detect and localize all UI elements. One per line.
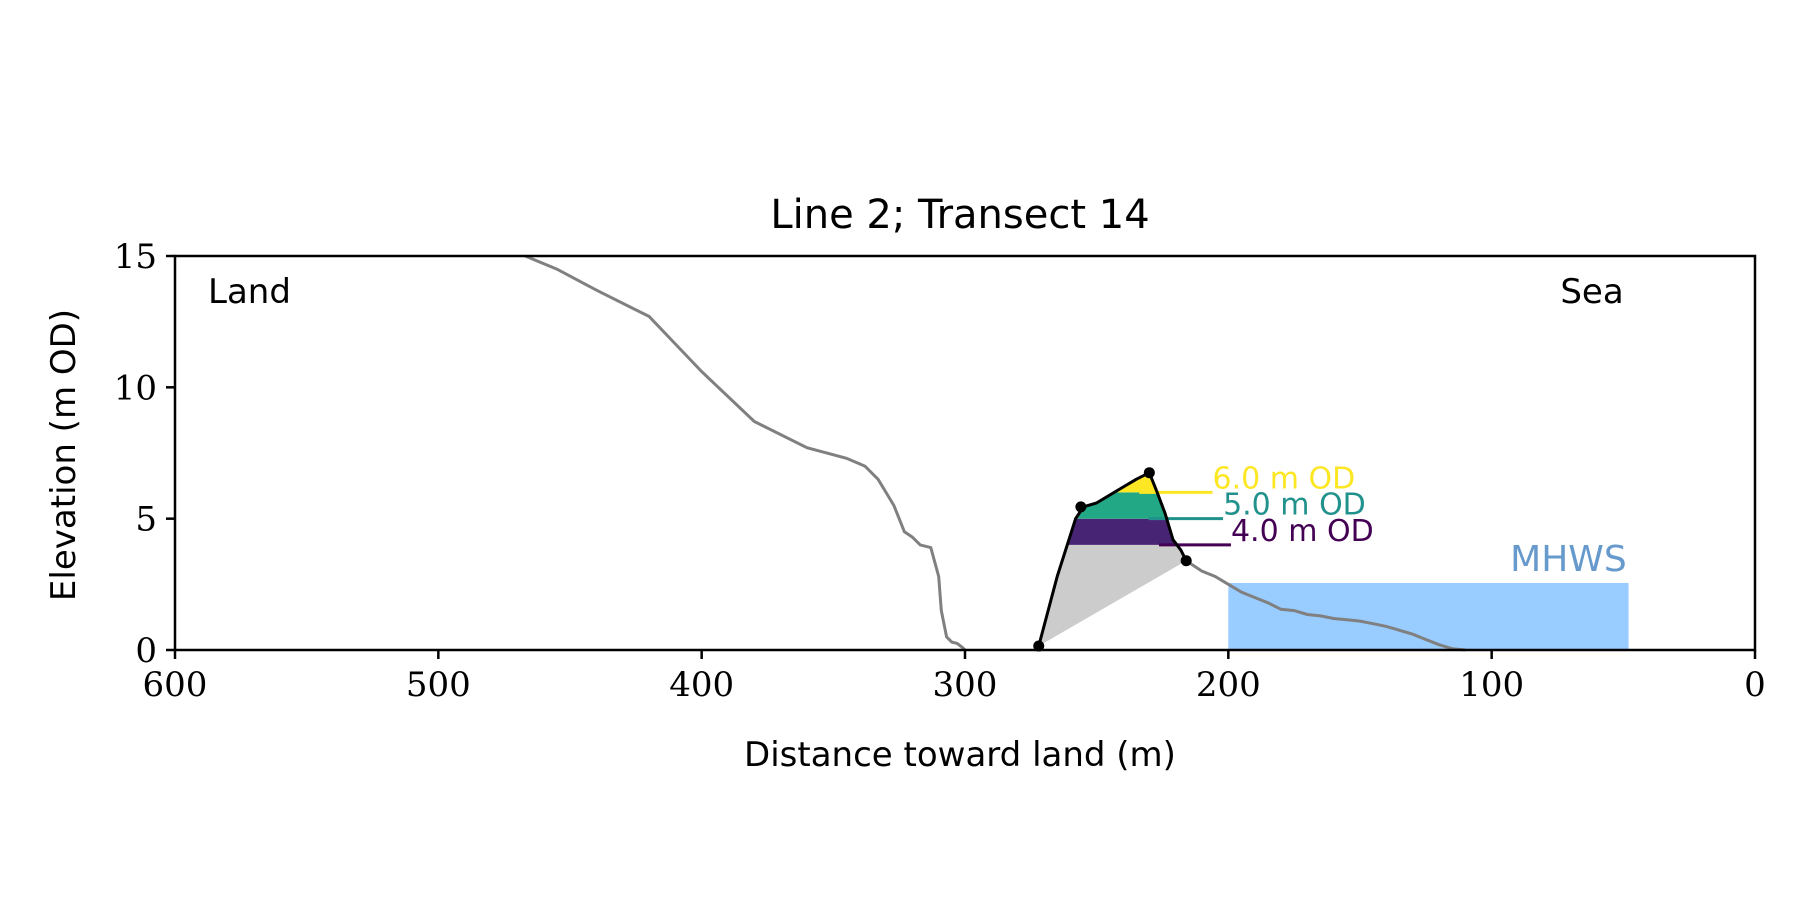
land-label: Land: [208, 272, 291, 312]
y-tick-label-3: 15: [114, 237, 157, 277]
x-tick-label-5: 100: [1459, 665, 1524, 705]
x-tick-label-2: 400: [669, 665, 734, 705]
dune-band-lower: [1067, 518, 1177, 545]
sea-label: Sea: [1560, 272, 1623, 312]
dune-point-3: [1180, 555, 1192, 567]
y-tick-label-0: 0: [135, 631, 157, 671]
y-tick-label-2: 10: [114, 368, 157, 408]
x-tick-label-1: 500: [406, 665, 471, 705]
level-label-1: 5.0 m OD: [1223, 488, 1366, 523]
x-tick-label-6: 0: [1744, 665, 1766, 705]
x-tick-label-4: 200: [1196, 665, 1261, 705]
seaward-profile-line: [1185, 559, 1466, 652]
dune-outline: [1037, 471, 1188, 647]
y-axis-label: Elevation (m OD): [44, 309, 84, 601]
level-label-0: 6.0 m OD: [1213, 461, 1356, 496]
mhws-label: MHWS: [1510, 539, 1627, 580]
mhws-area: [1228, 583, 1629, 650]
dune-point-2: [1143, 467, 1155, 479]
x-tick-label-3: 300: [933, 665, 998, 705]
dune-band-middle: [1075, 492, 1167, 519]
level-label-2: 4.0 m OD: [1231, 514, 1374, 549]
landward-profile-line: [524, 254, 967, 652]
chart-title: Line 2; Transect 14: [770, 192, 1149, 238]
dune-point-1: [1075, 501, 1087, 513]
x-tick-label-0: 600: [143, 665, 208, 705]
y-tick-label-1: 5: [135, 500, 157, 540]
x-axis-label: Distance toward land (m): [744, 735, 1176, 775]
dune-base-fill: [1038, 544, 1187, 647]
